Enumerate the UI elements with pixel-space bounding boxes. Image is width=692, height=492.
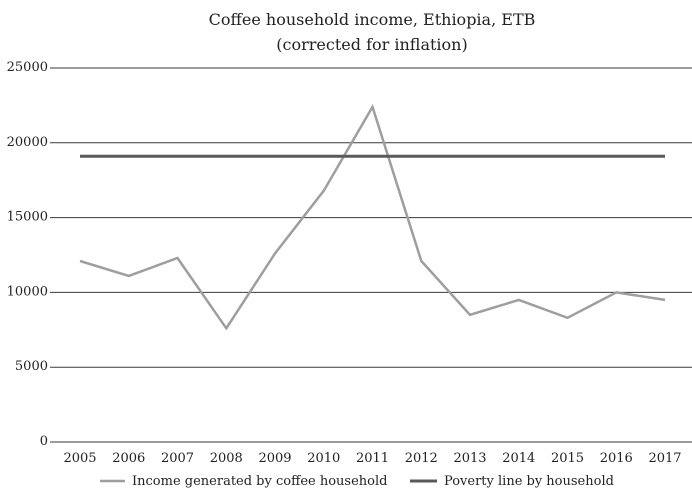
x-tick-label: 2006	[112, 451, 145, 466]
x-tick-label: 2011	[356, 451, 389, 466]
y-tick-label: 15000	[7, 210, 48, 225]
x-tick-label: 2008	[210, 451, 243, 466]
y-tick-label: 0	[40, 434, 48, 449]
series-line-income	[79, 103, 666, 331]
legend: Income generated by coffee household Pove…	[100, 474, 614, 489]
gridlines	[50, 67, 692, 443]
x-tick-label: 2015	[551, 451, 584, 466]
x-tick-label: 2007	[161, 451, 194, 466]
chart-title-line-2: (corrected for inflation)	[276, 35, 467, 54]
plot-series	[79, 103, 666, 331]
y-tick-label: 25000	[7, 60, 48, 75]
legend-label-income: Income generated by coffee household	[132, 474, 387, 489]
y-tick-label: 10000	[7, 284, 48, 299]
chart-title-line-1: Coffee household income, Ethiopia, ETB	[209, 10, 536, 29]
y-tick-label: 5000	[15, 359, 48, 374]
x-tick-label: 2005	[63, 451, 96, 466]
x-tick-label: 2012	[405, 451, 438, 466]
x-tick-label: 2009	[258, 451, 291, 466]
legend-label-poverty: Poverty line by household	[444, 474, 614, 489]
x-tick-label: 2010	[307, 451, 340, 466]
x-tick-label: 2013	[453, 451, 486, 466]
y-tick-label: 20000	[7, 135, 48, 150]
x-tick-label: 2016	[600, 451, 633, 466]
x-tick-label: 2014	[502, 451, 535, 466]
x-tick-label: 2017	[648, 451, 681, 466]
axes: 0 5000 10000 15000 20000 25000 2005 2006 2007 200…	[7, 60, 682, 466]
